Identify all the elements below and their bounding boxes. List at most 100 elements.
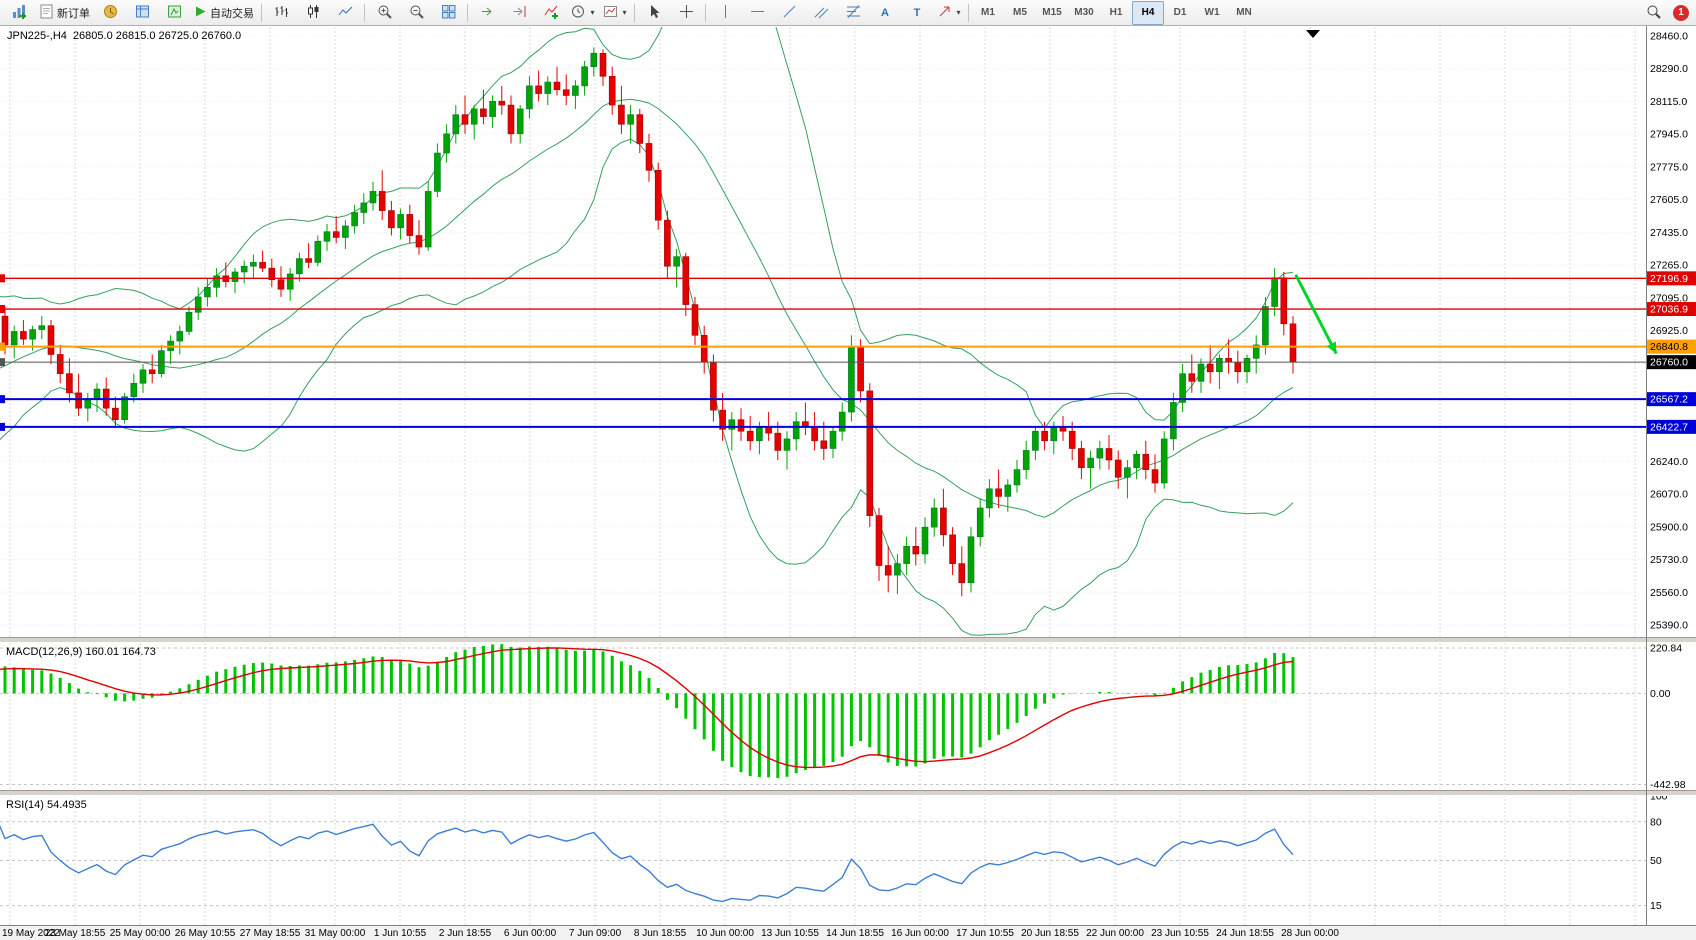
bar-chart-button[interactable] (265, 1, 297, 25)
chart-shift-button[interactable] (503, 1, 535, 25)
ohlc-bars-icon (274, 4, 289, 22)
periods-icon (571, 4, 586, 22)
timeframe-M15[interactable]: M15 (1042, 7, 1062, 18)
macd-axis-label: -442.98 (1650, 779, 1686, 791)
time-axis-label: 14 Jun 18:55 (826, 928, 884, 939)
chart-shift-marker[interactable] (1306, 30, 1320, 38)
timeframe-MN[interactable]: MN (1236, 7, 1252, 18)
trendline-icon (782, 4, 797, 22)
text-tool-button[interactable]: A (869, 1, 901, 25)
timeframe-M5[interactable]: M5 (1013, 7, 1027, 18)
toolbar: 新订单 自动交易 (0, 0, 1696, 26)
time-axis-label: 22 Jun 00:00 (1086, 928, 1144, 939)
label-tool-button[interactable]: T (901, 1, 933, 25)
bollinger-bands (0, 27, 1294, 636)
time-axis-label: 23 Jun 10:55 (1151, 928, 1209, 939)
horizontal-line-tool-button[interactable] (741, 1, 773, 25)
zoom-in-button[interactable] (368, 1, 400, 25)
hline-left-marker (0, 422, 5, 431)
market-watch-icon (103, 4, 118, 22)
price-tag-label: 26422.7 (1650, 421, 1688, 433)
timeframe-M30[interactable]: M30 (1074, 7, 1094, 18)
autotrading-button[interactable]: 自动交易 (190, 1, 258, 25)
auto-scroll-button[interactable] (471, 1, 503, 25)
timeframe-M1[interactable]: M1 (981, 7, 995, 18)
navigator-button[interactable] (158, 1, 190, 25)
toolbar-separator (705, 3, 706, 22)
time-axis-label: 24 Jun 18:55 (1216, 928, 1274, 939)
rsi-axis-label: 15 (1650, 900, 1662, 912)
timeframe-H4[interactable]: H4 (1132, 0, 1164, 25)
new-order-icon (39, 4, 54, 22)
rsi-axis-label: 50 (1650, 855, 1662, 867)
time-axis-label: 31 May 00:00 (305, 928, 366, 939)
price-tag[interactable] (1647, 302, 1696, 317)
market-watch-button[interactable] (94, 1, 126, 25)
price-axis-label: 28115.0 (1650, 96, 1687, 108)
price-tag[interactable] (1647, 419, 1696, 434)
candlestick-chart-button[interactable] (297, 1, 329, 25)
indicators-icon (544, 4, 559, 22)
zoom-out-button[interactable] (400, 1, 432, 25)
fibonacci-tool-button[interactable] (837, 1, 869, 25)
price-axis-label: 26070.0 (1650, 489, 1688, 501)
new-chart-button[interactable] (3, 1, 35, 25)
price-axis-label: 25730.0 (1650, 554, 1688, 566)
timeframe-H1[interactable]: H1 (1109, 7, 1123, 18)
search-button[interactable] (1637, 1, 1669, 25)
cursor-button[interactable] (638, 1, 670, 25)
label-icon: T (913, 6, 921, 19)
crosshair-button[interactable] (670, 1, 702, 25)
trend-arrow[interactable] (1294, 274, 1338, 355)
price-tag-label: 26840.8 (1650, 341, 1688, 353)
auto-scroll-icon (480, 4, 495, 22)
trendline-tool-button[interactable] (773, 1, 805, 25)
price-axis-label: 27775.0 (1650, 161, 1688, 173)
tile-windows-button[interactable] (432, 1, 464, 25)
panel-separator[interactable] (0, 637, 1696, 643)
price-tag[interactable] (1647, 271, 1696, 286)
macd-axis-label: 220.84 (1650, 642, 1682, 654)
price-tag[interactable] (1647, 339, 1696, 354)
indicators-button[interactable] (535, 1, 567, 25)
channel-tool-button[interactable] (805, 1, 837, 25)
time-axis-label: 2 Jun 18:55 (439, 928, 492, 939)
price-tag[interactable] (1647, 392, 1696, 407)
vertical-line-tool-button[interactable] (709, 1, 741, 25)
price-axis-label: 25390.0 (1650, 620, 1688, 632)
price-axis-label: 27435.0 (1650, 227, 1688, 239)
timeframe-D1[interactable]: D1 (1173, 7, 1187, 18)
dropdown-caret: ▾ (956, 8, 961, 17)
hline-left-marker (0, 342, 5, 351)
vertical-line-icon (718, 4, 733, 22)
new-chart-icon (12, 4, 27, 22)
macd-axis-label: 0.00 (1650, 688, 1671, 700)
time-axis-label: 20 Jun 18:55 (1021, 928, 1079, 939)
line-chart-button[interactable] (329, 1, 361, 25)
toolbar-separator (968, 3, 969, 22)
price-axis-label: 26925.0 (1650, 325, 1688, 337)
crosshair-icon (679, 4, 694, 22)
price-axis-label: 27095.0 (1650, 292, 1688, 304)
timeframe-W1[interactable]: W1 (1204, 7, 1220, 18)
periods-button[interactable]: ▾ (567, 1, 599, 25)
time-axis-label: 16 Jun 00:00 (891, 928, 949, 939)
notification-badge[interactable]: 1 (1673, 4, 1689, 21)
rsi-line (0, 823, 1294, 903)
autotrading-label: 自动交易 (210, 7, 254, 20)
panel-separator[interactable] (0, 790, 1696, 796)
time-axis-label: 19 May 2022 (2, 928, 60, 939)
data-window-button[interactable] (126, 1, 158, 25)
price-axis-label: 27945.0 (1650, 129, 1688, 141)
time-axis-label: 28 Jun 00:00 (1281, 928, 1339, 939)
arrows-tool-button[interactable]: ▾ (933, 1, 965, 25)
dropdown-caret: ▾ (622, 8, 627, 17)
time-axis-label: 26 May 10:55 (175, 928, 236, 939)
time-axis-label: 13 Jun 10:55 (761, 928, 819, 939)
new-order-button[interactable]: 新订单 (35, 1, 94, 25)
price-tag[interactable] (1647, 355, 1696, 370)
price-axis-label: 25560.0 (1650, 587, 1688, 599)
templates-button[interactable]: ▾ (599, 1, 631, 25)
